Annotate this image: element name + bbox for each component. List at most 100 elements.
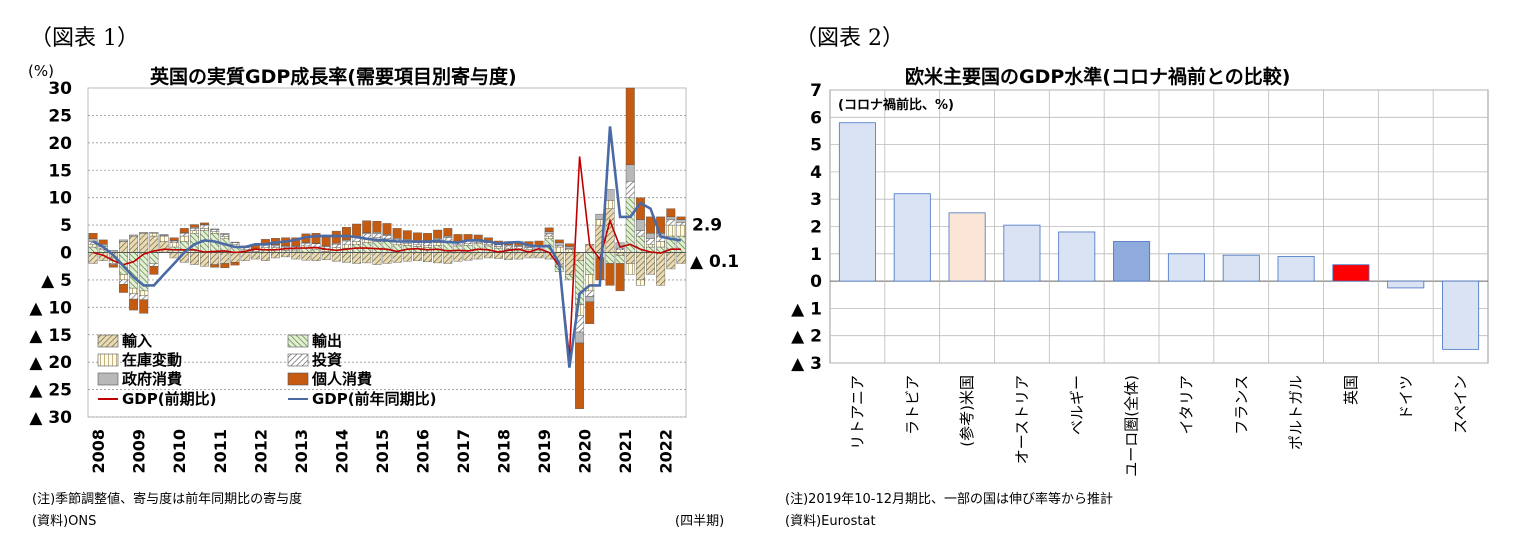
legend-label-government: 政府消費	[122, 370, 182, 388]
chart2-ytick-label: 5	[810, 136, 822, 156]
chart1-ytick-label: 5	[60, 216, 72, 236]
chart1-ytick-label: 20	[48, 134, 72, 154]
bar-consumption	[453, 234, 463, 242]
chart1-xtick-label: 2014	[332, 429, 351, 474]
bar-consumption	[200, 222, 210, 225]
bar-2	[948, 212, 986, 282]
figure2-label: （図表 2）	[795, 26, 904, 51]
bar-10	[1387, 280, 1425, 289]
bar-consumption	[139, 299, 149, 314]
chart2-category-label: (参考)米国	[958, 375, 976, 447]
chart2-category-label: イタリア	[1177, 375, 1195, 434]
chart2-category-label: オーストリア	[1013, 375, 1031, 464]
chart1-xtick-label: 2022	[657, 429, 676, 474]
bar-11	[1442, 280, 1480, 350]
chart1-xtick-label: 2015	[373, 429, 392, 474]
chart1-period-label: (四半期)	[675, 514, 725, 529]
bar-consumption	[392, 228, 402, 239]
bar-consumption	[605, 263, 615, 286]
chart1-ytick-label: 0	[60, 244, 72, 264]
chart1-ytick-label: 10	[48, 189, 72, 209]
bar-government	[129, 234, 139, 237]
bar-consumption	[220, 263, 230, 269]
chart2-category-label: ポルトガル	[1287, 375, 1305, 450]
chart1-xtick-label: 2019	[535, 429, 554, 474]
chart2-category-label: ドイツ	[1397, 375, 1415, 420]
chart2-category-label: フランス	[1232, 375, 1250, 435]
bar-consumption	[443, 228, 453, 237]
bar-consumption	[189, 224, 199, 228]
bar-consumption	[666, 208, 676, 218]
chart2-ytick-label: 0	[810, 272, 822, 292]
chart1-xtick-label: 2009	[130, 429, 149, 474]
chart1-xtick-label: 2013	[292, 429, 311, 474]
legend-swatch-consumption	[287, 372, 309, 386]
bar-consumption	[646, 216, 655, 234]
bar-government	[139, 232, 149, 234]
chart1-xtick-label: 2008	[89, 429, 108, 474]
chart2-category-label: スペイン	[1452, 375, 1470, 434]
chart2-category-label: ベルギー	[1068, 375, 1086, 435]
legend-swatch-exports	[287, 334, 309, 348]
chart1-note: (注)季節調整値、寄与度は前年同期比の寄与度	[32, 492, 303, 507]
chart1-xtick-label: 2018	[495, 429, 514, 474]
bar-consumption	[372, 221, 382, 233]
bar-consumption	[433, 229, 443, 239]
legend-label-inventory: 在庫変動	[122, 351, 182, 369]
bar-3	[1003, 224, 1041, 282]
bar-consumption	[342, 227, 351, 241]
chart2-ytick-label: 6	[810, 108, 822, 128]
legend-label-exports: 輸出	[312, 332, 342, 350]
chart1-xtick-label: 2016	[413, 429, 432, 474]
chart2-source: (資料)Eurostat	[785, 514, 876, 529]
bar-government	[230, 241, 240, 243]
bar-consumption	[169, 237, 179, 241]
bar-consumption	[119, 284, 128, 293]
bar-4	[1058, 231, 1096, 282]
chart1-ytick-label: ▲ 25	[29, 381, 72, 401]
bar-inventory	[635, 279, 645, 286]
chart2-ytick-label: ▲ 1	[791, 299, 822, 319]
bar-consumption	[564, 243, 574, 247]
bar-government	[220, 233, 230, 235]
bar-consumption	[402, 230, 412, 240]
line-gdp_yoy	[92, 126, 682, 368]
chart1-ytick-label: 25	[48, 106, 72, 126]
bar-6	[1167, 253, 1205, 282]
chart2-ytick-label: ▲ 2	[791, 327, 822, 347]
bar-consumption	[179, 228, 189, 233]
bar-0	[838, 122, 876, 282]
chart1-ylabel: (%)	[28, 62, 54, 80]
chart1-xtick-label: 2020	[576, 429, 595, 474]
chart1-ytick-label: ▲ 10	[29, 298, 72, 318]
bar-consumption	[98, 239, 108, 245]
bar-consumption	[382, 223, 392, 235]
chart1-xtick-label: 2012	[251, 429, 270, 474]
legend-swatch-inventory	[97, 353, 119, 367]
bar-consumption	[129, 298, 139, 311]
chart2-category-label: ラトビア	[903, 375, 921, 435]
bar-consumption	[676, 216, 686, 220]
bar-9	[1332, 264, 1370, 282]
chart2-note: (注)2019年10-12月期比、一部の国は伸び率等から推計	[785, 492, 1114, 507]
chart1-xtick-label: 2021	[616, 429, 635, 474]
bar-consumption	[575, 342, 585, 409]
bar-1	[893, 193, 931, 282]
bar-consumption	[625, 87, 635, 165]
chart2-ytick-label: ▲ 3	[791, 354, 822, 374]
chart2-unit-note: (コロナ禍前比、%)	[838, 97, 954, 113]
bar-consumption	[311, 233, 321, 244]
bar-7	[1222, 254, 1260, 282]
bar-5	[1113, 241, 1151, 282]
bar-government	[159, 234, 169, 236]
chart1-ytick-label: ▲ 5	[41, 271, 72, 291]
chart1-ytick-label: ▲ 20	[29, 353, 72, 373]
chart2-ytick-label: 3	[810, 190, 822, 210]
bar-consumption	[210, 264, 220, 268]
bar-consumption	[362, 220, 372, 233]
chart1-annotation-qoq: ▲ 0.1	[690, 252, 739, 272]
chart2-category-label: ユーロ圏(全体)	[1123, 375, 1141, 477]
chart1-xtick-label: 2017	[454, 429, 473, 474]
